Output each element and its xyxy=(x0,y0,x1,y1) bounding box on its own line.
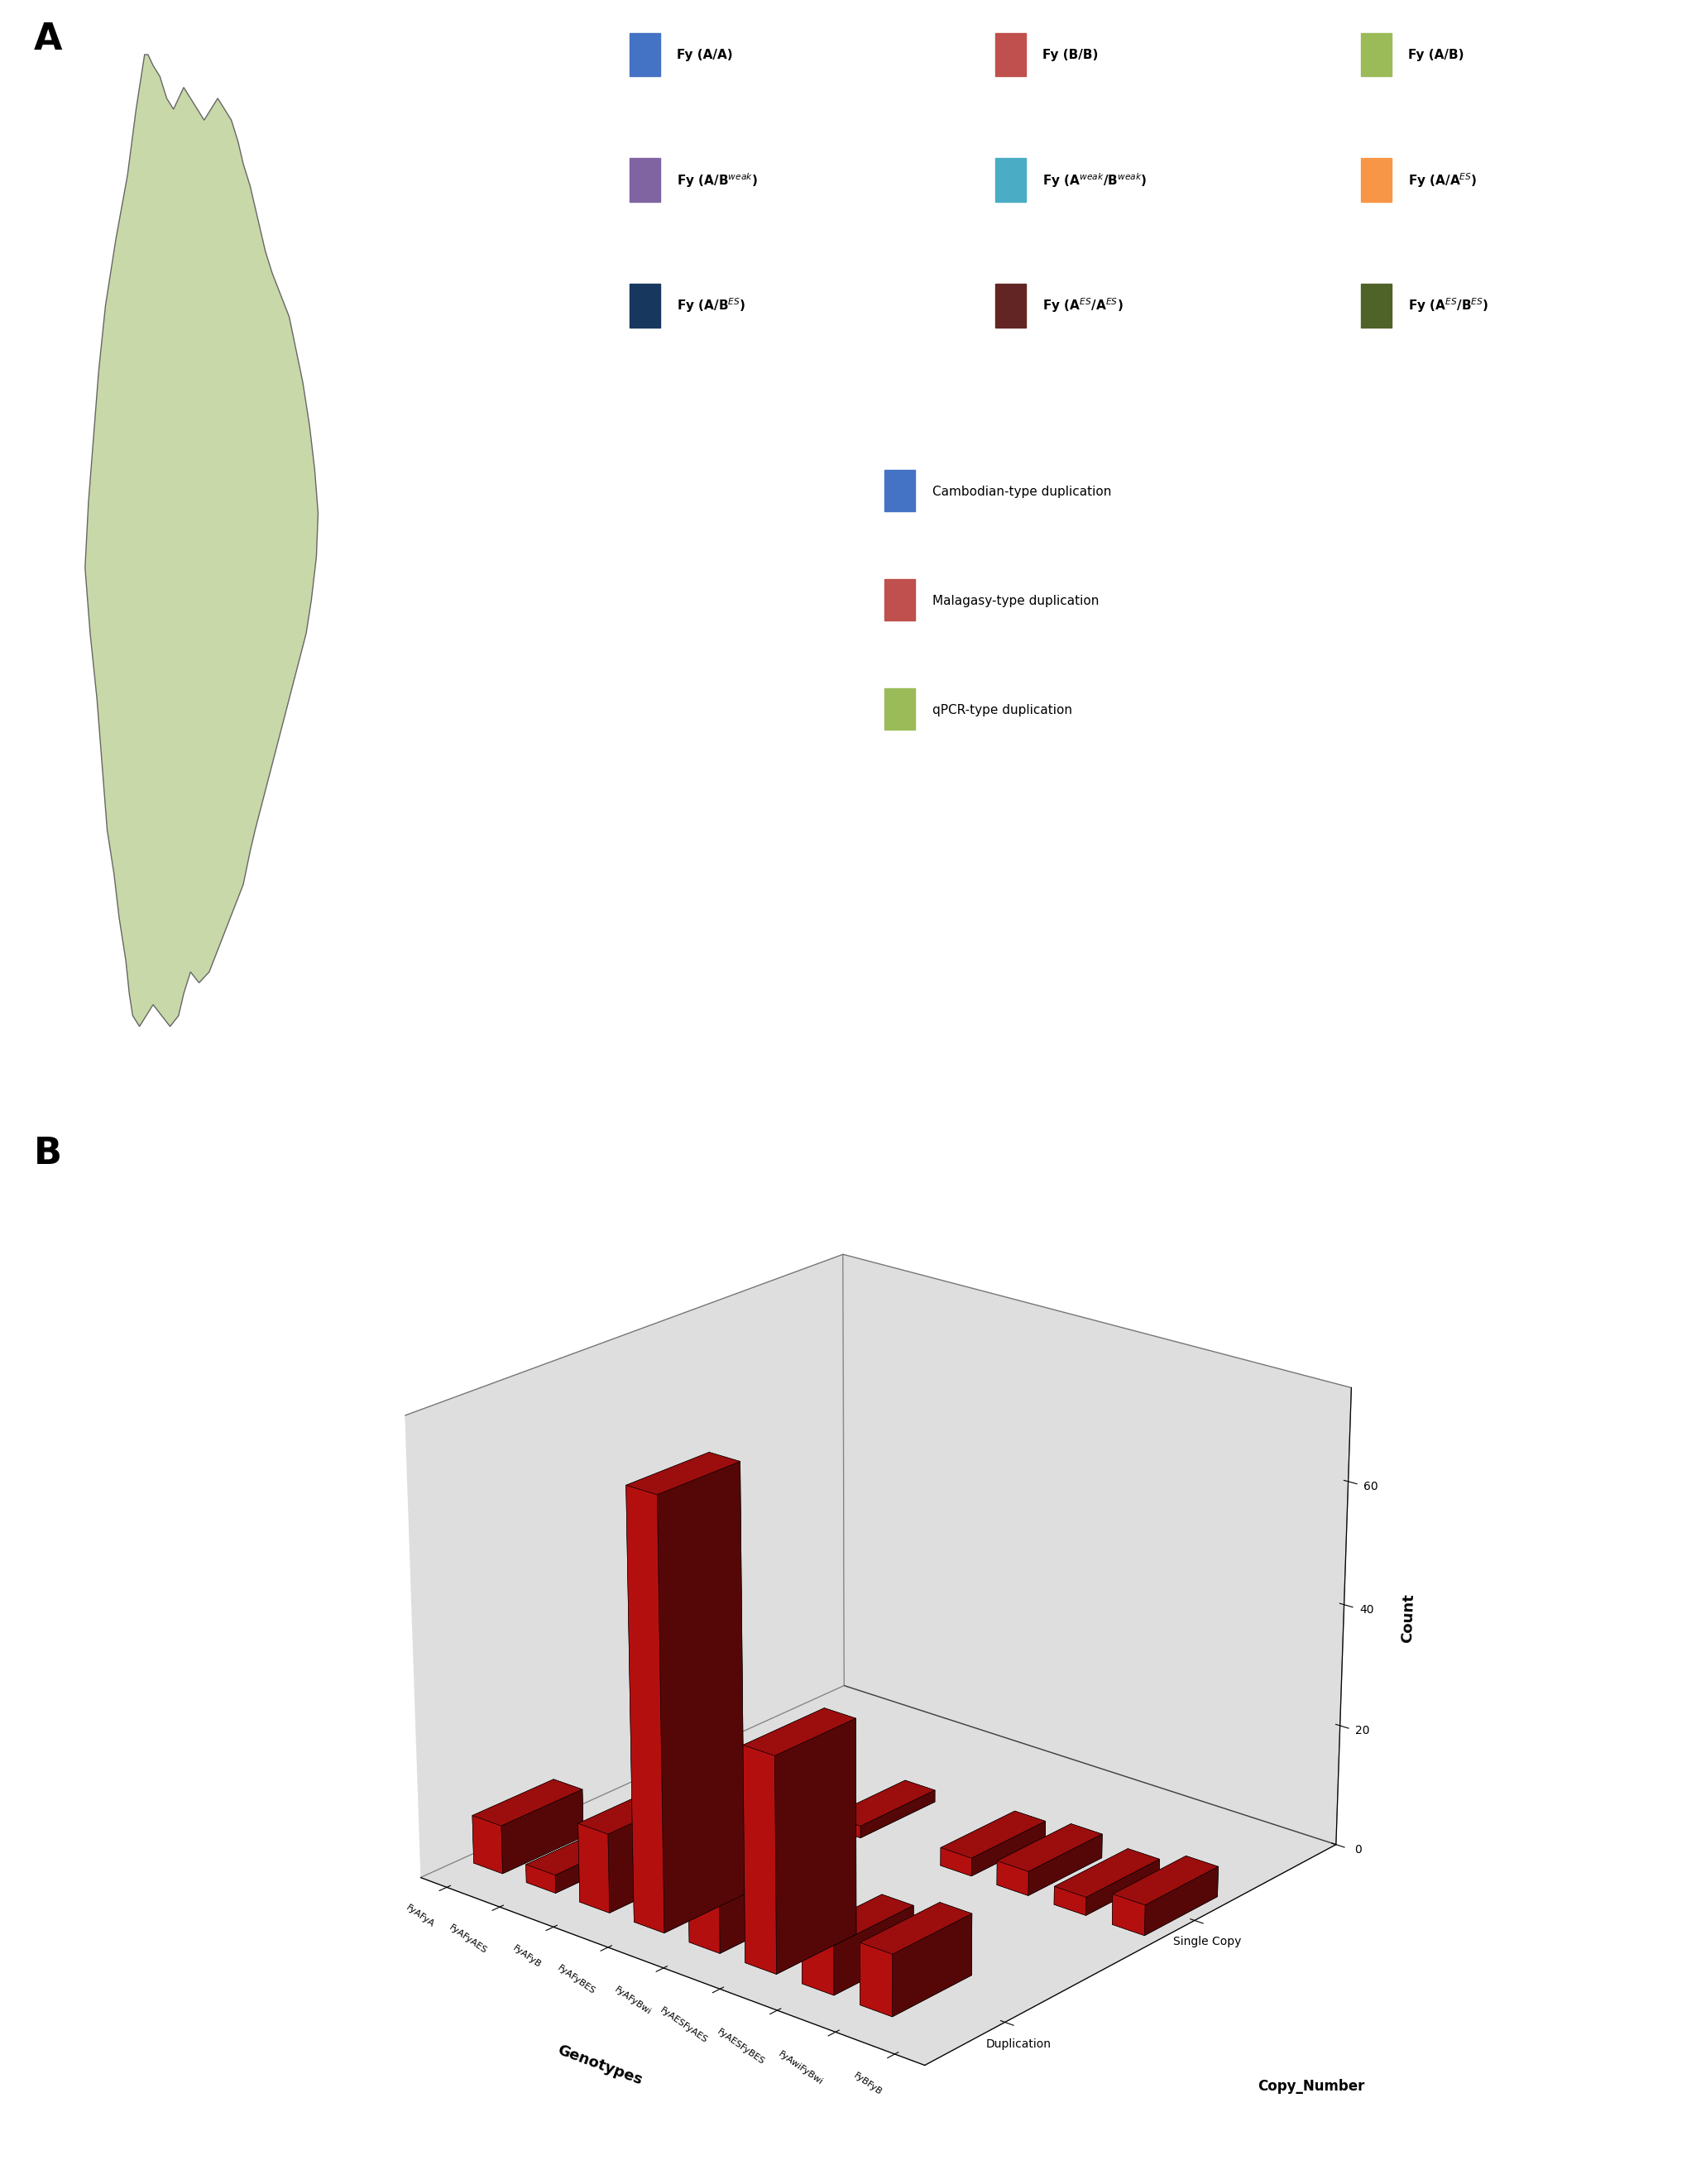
Polygon shape xyxy=(85,55,318,1026)
Text: Fy (A$^{ES}$/A$^{ES}$): Fy (A$^{ES}$/A$^{ES}$) xyxy=(1043,297,1124,314)
Text: Malagasy-type duplication: Malagasy-type duplication xyxy=(932,594,1099,607)
Text: Fy (A/B$^{ES}$): Fy (A/B$^{ES}$) xyxy=(677,297,747,314)
Bar xyxy=(629,284,660,328)
Text: B: B xyxy=(34,1136,63,1171)
Text: Fy (A/B): Fy (A/B) xyxy=(1408,48,1465,61)
Text: Fy (A$^{ES}$/B$^{ES}$): Fy (A$^{ES}$/B$^{ES}$) xyxy=(1408,297,1488,314)
Text: Fy (A/A): Fy (A/A) xyxy=(677,48,733,61)
Bar xyxy=(885,579,915,620)
Text: Fy (B/B): Fy (B/B) xyxy=(1043,48,1099,61)
Bar xyxy=(995,33,1026,76)
Bar xyxy=(1361,157,1391,201)
Text: Fy (A/B$^{weak}$): Fy (A/B$^{weak}$) xyxy=(677,170,759,190)
Bar xyxy=(629,157,660,201)
Bar xyxy=(885,688,915,729)
Bar xyxy=(1361,33,1391,76)
Bar xyxy=(995,284,1026,328)
Text: Fy (A$^{weak}$/B$^{weak}$): Fy (A$^{weak}$/B$^{weak}$) xyxy=(1043,170,1148,190)
Bar xyxy=(995,157,1026,201)
X-axis label: Genotypes: Genotypes xyxy=(555,2042,645,2088)
Bar xyxy=(885,470,915,511)
Bar xyxy=(629,33,660,76)
Text: A: A xyxy=(34,22,63,57)
Text: Fy (A/A$^{ES}$): Fy (A/A$^{ES}$) xyxy=(1408,170,1478,190)
Bar xyxy=(1361,284,1391,328)
Text: Copy_Number: Copy_Number xyxy=(1257,2079,1364,2094)
Text: qPCR-type duplication: qPCR-type duplication xyxy=(932,703,1072,716)
Text: Cambodian-type duplication: Cambodian-type duplication xyxy=(932,485,1111,498)
